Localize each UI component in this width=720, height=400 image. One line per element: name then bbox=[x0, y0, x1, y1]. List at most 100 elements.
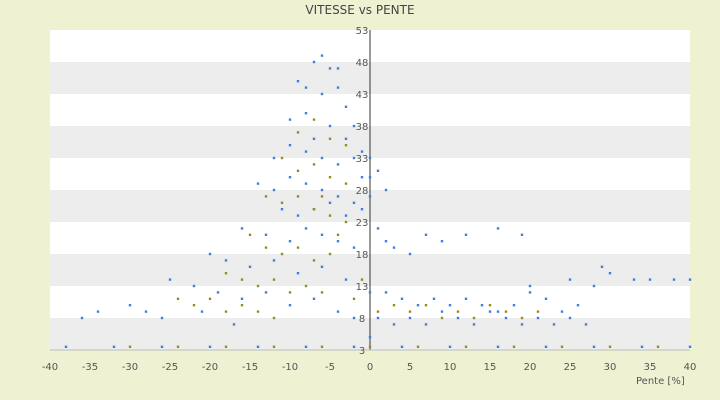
data-point bbox=[400, 297, 404, 300]
data-point bbox=[504, 316, 508, 320]
data-point bbox=[176, 345, 180, 348]
data-point bbox=[336, 163, 340, 166]
data-point bbox=[144, 310, 148, 313]
data-point bbox=[432, 297, 436, 300]
data-points bbox=[64, 54, 692, 348]
data-point bbox=[568, 316, 572, 320]
data-point bbox=[336, 86, 340, 89]
y-tick-label: 3 bbox=[359, 346, 365, 357]
y-tick-label: 53 bbox=[356, 26, 369, 37]
data-point bbox=[344, 105, 348, 108]
data-point bbox=[240, 278, 244, 281]
x-tick-label: -40 bbox=[42, 362, 58, 373]
data-point bbox=[536, 310, 540, 313]
data-point bbox=[424, 323, 428, 326]
data-point bbox=[416, 304, 420, 307]
data-point bbox=[304, 227, 308, 230]
data-point bbox=[312, 137, 316, 140]
data-point bbox=[640, 345, 644, 348]
data-point bbox=[304, 284, 308, 288]
data-point bbox=[264, 233, 268, 236]
data-point bbox=[376, 310, 380, 313]
data-point bbox=[608, 345, 612, 348]
data-point bbox=[352, 201, 356, 204]
data-point bbox=[208, 252, 212, 256]
data-point bbox=[272, 316, 276, 320]
data-point bbox=[288, 291, 292, 294]
data-point bbox=[272, 278, 276, 281]
data-point bbox=[264, 246, 268, 249]
data-point bbox=[560, 345, 564, 348]
data-point bbox=[336, 233, 340, 236]
data-point bbox=[352, 297, 356, 300]
data-point bbox=[560, 310, 564, 313]
data-point bbox=[392, 304, 396, 307]
x-tick-label: 15 bbox=[484, 362, 497, 373]
data-point bbox=[296, 80, 300, 83]
data-point bbox=[408, 310, 412, 313]
data-point bbox=[248, 265, 252, 268]
data-point bbox=[272, 156, 276, 160]
data-point bbox=[344, 278, 348, 281]
data-point bbox=[440, 240, 444, 243]
data-point bbox=[544, 345, 548, 348]
data-point bbox=[520, 316, 524, 320]
data-point bbox=[368, 291, 372, 294]
data-point bbox=[328, 176, 332, 179]
data-point bbox=[320, 92, 324, 96]
data-point bbox=[376, 227, 380, 230]
data-point bbox=[256, 345, 260, 348]
data-point bbox=[312, 208, 316, 211]
y-tick-label: 43 bbox=[356, 90, 369, 101]
x-tick-label: 40 bbox=[684, 362, 697, 373]
data-point bbox=[368, 345, 372, 348]
data-point bbox=[328, 67, 332, 70]
x-tick-label: -5 bbox=[325, 362, 335, 373]
x-tick-label: -20 bbox=[202, 362, 218, 373]
data-point bbox=[328, 214, 332, 217]
data-point bbox=[208, 297, 212, 300]
data-point bbox=[408, 316, 412, 320]
data-point bbox=[224, 272, 228, 275]
y-tick-label: 38 bbox=[356, 122, 369, 133]
data-point bbox=[688, 345, 692, 348]
x-tick-label: -30 bbox=[122, 362, 138, 373]
data-point bbox=[344, 137, 348, 140]
data-point bbox=[256, 284, 260, 288]
data-point bbox=[568, 278, 572, 281]
data-point bbox=[224, 345, 228, 348]
data-point bbox=[296, 169, 300, 172]
data-point bbox=[416, 345, 420, 348]
data-point bbox=[160, 345, 164, 348]
data-point bbox=[520, 323, 524, 326]
data-point bbox=[128, 304, 132, 307]
data-point bbox=[440, 310, 444, 313]
data-point bbox=[80, 316, 84, 320]
data-point bbox=[272, 188, 276, 192]
y-tick-label: 28 bbox=[356, 186, 369, 197]
data-point bbox=[304, 182, 308, 185]
data-point bbox=[320, 345, 324, 348]
chart-title: VITESSE vs PENTE bbox=[305, 3, 415, 17]
data-point bbox=[384, 291, 388, 294]
data-point bbox=[224, 259, 228, 262]
data-point bbox=[496, 345, 500, 348]
data-point bbox=[344, 220, 348, 224]
data-point bbox=[592, 345, 596, 348]
data-point bbox=[512, 345, 516, 348]
data-point bbox=[240, 297, 244, 300]
data-point bbox=[336, 67, 340, 70]
data-point bbox=[672, 278, 676, 281]
data-point bbox=[320, 188, 324, 192]
data-point bbox=[288, 144, 292, 147]
data-point bbox=[648, 278, 652, 281]
data-point bbox=[112, 345, 116, 348]
data-point bbox=[304, 86, 308, 89]
data-point bbox=[352, 345, 356, 348]
y-tick-label: 18 bbox=[356, 250, 369, 261]
data-point bbox=[528, 291, 532, 294]
data-point bbox=[464, 345, 468, 348]
data-point bbox=[408, 252, 412, 256]
data-point bbox=[296, 246, 300, 249]
